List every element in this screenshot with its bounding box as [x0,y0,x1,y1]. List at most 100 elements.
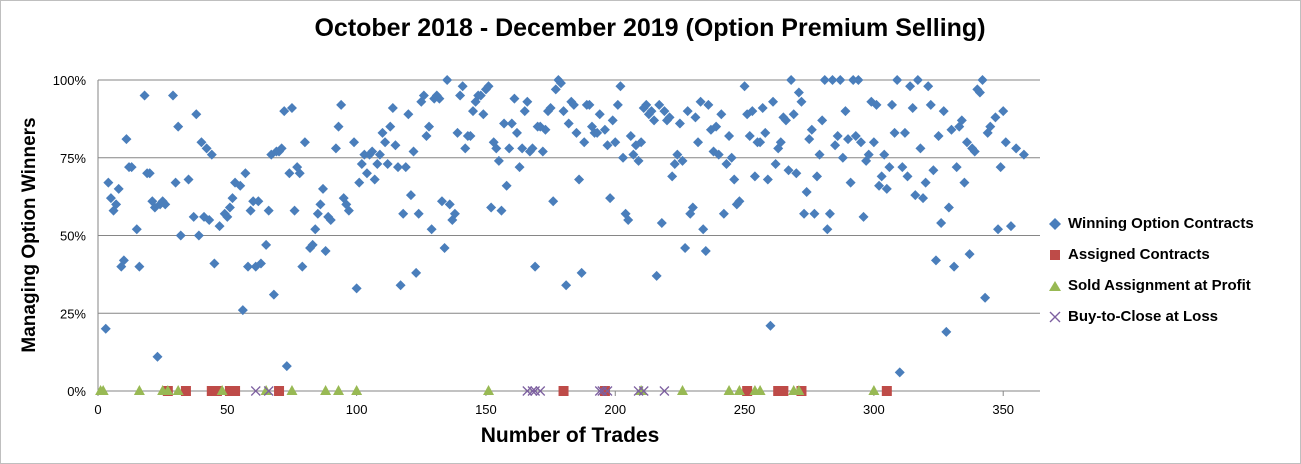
data-point [501,180,512,191]
data-point [527,143,538,154]
data-point [263,205,274,216]
y-tick-label: 50% [60,229,86,244]
data-point [444,199,455,210]
data-point [548,196,559,207]
data-point [320,246,331,257]
data-point [517,143,528,154]
data-point [716,109,727,120]
data-point [599,124,610,135]
data-point [788,109,799,120]
data-point [726,152,737,163]
data-point [574,174,585,185]
triangle-marker-icon [1048,279,1062,293]
data-point [907,102,918,113]
data-point [478,109,489,120]
data-point [160,199,171,210]
y-tick-label: 25% [60,306,86,321]
data-point [527,386,538,396]
data-point [889,127,900,138]
data-point [253,196,264,207]
data-point [853,75,864,85]
data-point [814,149,825,160]
data-point [980,292,991,303]
data-point [964,249,975,260]
legend-label: Buy-to-Close at Loss [1068,308,1219,325]
data-point [884,162,895,173]
data-point [623,214,634,225]
data-point [956,115,967,126]
data-point [902,171,913,182]
data-point [511,127,522,138]
data-point [310,224,321,235]
data-point [535,386,546,396]
data-point [659,106,670,117]
data-point [879,149,890,160]
data-point [162,385,174,395]
data-point [235,180,246,191]
data-point [602,140,613,151]
data-point [638,386,649,396]
data-point [848,75,859,85]
data-point [201,143,212,154]
data-point [786,75,797,85]
data-point [209,258,220,269]
plot-area: 0% 25% 50% 75% 100% 0 50 100 150 200 250 300 350 [53,73,1040,417]
data-point [191,109,202,120]
y-tick-label: 75% [60,151,86,166]
data-point [377,127,388,138]
data-point [390,140,401,151]
data-point [111,199,122,210]
legend: Winning Option Contracts Assigned Contra… [1048,208,1298,332]
data-point [97,385,109,395]
legend-label: Sold Assignment at Profit [1068,277,1251,294]
data-point [936,218,947,229]
data-point [868,137,879,148]
data-point [946,124,957,135]
data-point [783,165,794,176]
data-point [400,162,411,173]
data-point [268,289,279,300]
data-point [403,109,414,120]
x-marker-icon [1048,310,1062,324]
data-point [1000,137,1011,148]
data-point [206,386,217,396]
data-point [881,386,892,396]
square-marker-icon [1048,248,1062,262]
data-point [312,208,323,219]
data-point [367,146,378,157]
data-point [230,386,241,396]
data-point [372,158,383,169]
data-point [809,208,820,219]
data-point [579,137,590,148]
data-point [1018,149,1029,160]
data-point [754,385,766,395]
data-point [633,155,644,166]
data-point [723,385,735,395]
data-point [799,208,810,219]
data-point [499,118,510,129]
data-point [584,99,595,110]
data-point [325,214,336,225]
data-point [442,75,453,85]
data-point [206,149,217,160]
data-point [393,162,404,173]
data-point [493,155,504,166]
data-point [294,168,305,179]
data-point [791,168,802,179]
data-point [457,81,468,92]
data-point [398,208,409,219]
data-point [677,385,689,395]
data-point [843,134,854,145]
data-point [380,137,391,148]
data-point [649,115,660,126]
data-point [734,196,745,207]
data-point [315,199,326,210]
data-point [537,146,548,157]
data-point [599,386,610,396]
data-point [680,242,691,253]
data-point [855,137,866,148]
data-point [969,146,980,157]
data-point [871,99,882,110]
data-point [993,224,1004,235]
data-point [1011,143,1022,154]
